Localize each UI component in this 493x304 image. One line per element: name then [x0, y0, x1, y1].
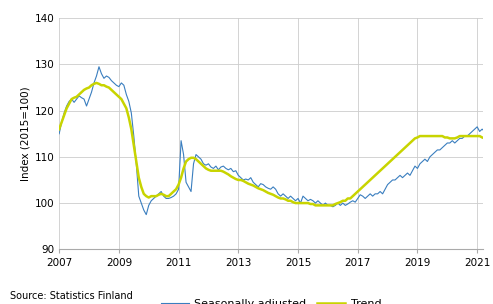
Seasonally adjusted	[56, 132, 62, 136]
Trend	[370, 176, 376, 179]
Trend	[91, 82, 97, 86]
Seasonally adjusted	[91, 81, 97, 85]
Seasonally adjusted	[370, 194, 376, 198]
Seasonally adjusted	[489, 132, 493, 136]
Seasonally adjusted	[427, 155, 433, 159]
Trend	[427, 134, 433, 138]
Seasonally adjusted	[123, 93, 129, 96]
Line: Trend: Trend	[59, 83, 493, 206]
Legend: Seasonally adjusted, Trend: Seasonally adjusted, Trend	[156, 294, 386, 304]
Trend	[313, 204, 318, 207]
Line: Seasonally adjusted: Seasonally adjusted	[59, 67, 493, 215]
Seasonally adjusted	[96, 65, 102, 69]
Text: Source: Statistics Finland: Source: Statistics Finland	[10, 291, 133, 301]
Y-axis label: Index (2015=100): Index (2015=100)	[20, 86, 31, 181]
Trend	[489, 140, 493, 144]
Trend	[56, 127, 62, 131]
Trend	[123, 106, 129, 110]
Trend	[94, 81, 100, 85]
Seasonally adjusted	[143, 213, 149, 216]
